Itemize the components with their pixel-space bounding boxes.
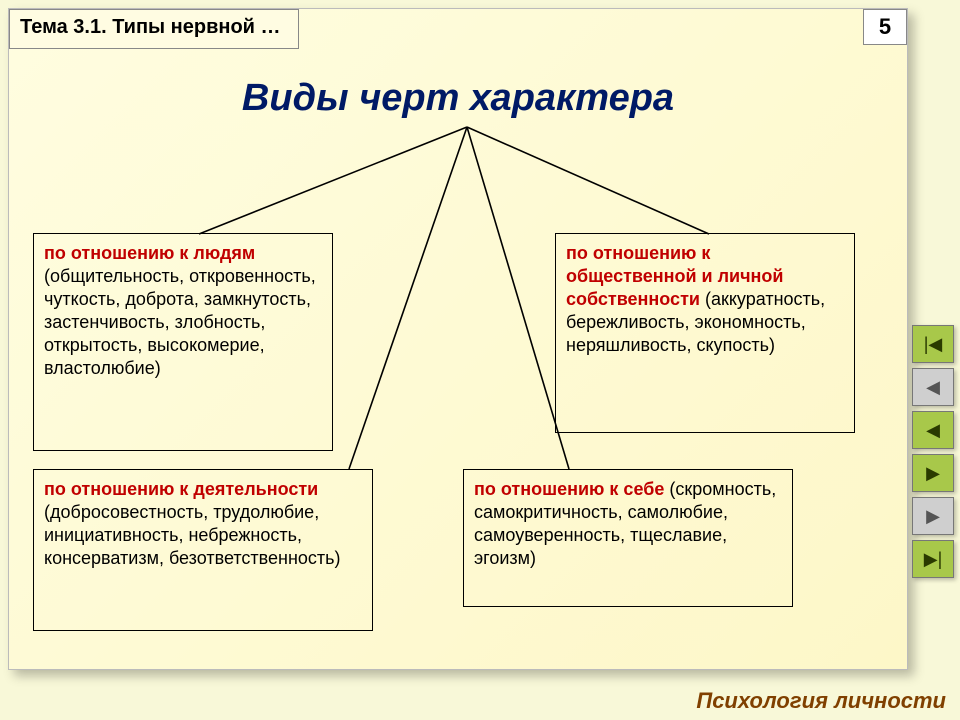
topic-tab: Тема 3.1. Типы нервной … xyxy=(9,9,299,49)
page-title: Виды черт характера xyxy=(9,77,907,120)
footer-label: Психология личности xyxy=(696,688,946,714)
node-body: (добросовестность, трудолюбие, инициатив… xyxy=(44,502,341,568)
node-highlight: по отношению к людям xyxy=(44,243,255,263)
nav-first-button[interactable]: |◀ xyxy=(912,325,954,363)
node-highlight: по отношению к деятельности xyxy=(44,479,318,499)
slide-frame: Тема 3.1. Типы нервной … 5 Виды черт хар… xyxy=(8,8,908,670)
nav-next-grey-button[interactable]: ▶ xyxy=(912,497,954,535)
tree-node-people: по отношению к людям (общительность, отк… xyxy=(33,233,333,451)
nav-panel: |◀ ◀ ◀ ▶ ▶ ▶| xyxy=(912,325,956,583)
tree-node-activity: по отношению к деятельности (добросовест… xyxy=(33,469,373,631)
tree-node-self: по отношению к себе (скромность, самокри… xyxy=(463,469,793,607)
node-highlight: по отношению к себе xyxy=(474,479,664,499)
nav-prev-grey-button[interactable]: ◀ xyxy=(912,368,954,406)
tree-node-property: по отношению к общественной и личной соб… xyxy=(555,233,855,433)
topic-label: Тема 3.1. Типы нервной … xyxy=(20,16,281,38)
slide-number-box: 5 xyxy=(863,9,907,45)
node-body: (общительность, откровенность, чуткость,… xyxy=(44,266,316,378)
nav-prev-button[interactable]: ◀ xyxy=(912,411,954,449)
slide-number: 5 xyxy=(879,14,891,39)
nav-next-button[interactable]: ▶ xyxy=(912,454,954,492)
nav-last-button[interactable]: ▶| xyxy=(912,540,954,578)
